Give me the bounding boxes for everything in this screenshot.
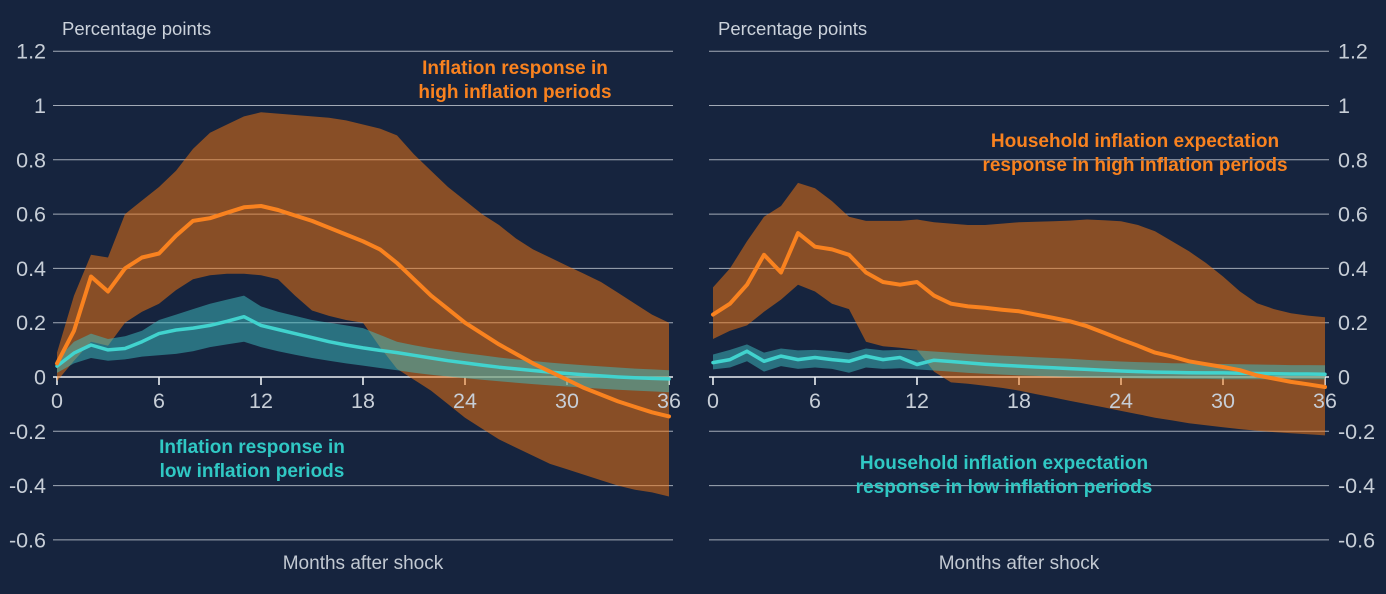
annotation-line: Household inflation expectation [859,453,1149,474]
left-low-inflation-annotation: Inflation response in low inflation peri… [102,436,402,483]
annotation-line: response in high inflation periods [982,154,1288,176]
right-chart-plot: 0 6 12 18 24 30 36 1.2 1 0.8 0.6 0.4 0.2 0 -0.2 -0.4 -0.… [707,40,1375,553]
x-tick-label: 30 [555,389,579,413]
low-inflation-response-line [711,349,1327,377]
y-tick-label: 0.2 [16,311,46,335]
x-tick-label: 18 [351,389,375,413]
annotation-line: Household inflation expectation [990,131,1280,152]
y-tick-label: 0.8 [16,148,46,172]
low-inflation-response-line [55,314,671,381]
x-tick-label: 6 [809,389,821,413]
x-tick-label: 24 [1109,389,1133,413]
right-low-inflation-annotation: Household inflation expectation response… [824,452,1184,499]
left-x-axis-label: Months after shock [282,553,444,574]
right-panel-title: Percentage points [718,18,868,39]
low-inflation-confidence-band [713,344,1325,380]
right-x-axis-label: Months after shock [938,553,1100,574]
x-tick-label: 12 [249,389,273,413]
y-tick-label: 0.4 [1338,257,1368,281]
y-tick-label: 0.6 [16,203,46,227]
left-high-inflation-annotation: Inflation response in high inflation per… [365,57,665,104]
y-tick-label: -0.6 [9,528,46,552]
y-tick-label: 0 [1338,366,1350,390]
y-tick-label: 1 [1338,94,1350,118]
y-tick-label: -0.6 [1338,528,1375,552]
x-tick-label: 0 [51,389,63,413]
y-tick-label: 0.8 [1338,148,1368,172]
annotation-line: Inflation response in [159,437,345,458]
x-tick-label: 30 [1211,389,1235,413]
y-tick-label: 1.2 [1338,40,1368,64]
y-tick-label: 0 [34,366,46,390]
x-tick-label: 24 [453,389,477,413]
y-tick-label: -0.2 [1338,420,1375,444]
y-tick-label: 1.2 [16,40,46,64]
x-tick-label: 12 [905,389,929,413]
y-tick-label: -0.4 [9,474,46,498]
x-tick-label: 18 [1007,389,1031,413]
y-tick-label: -0.4 [1338,474,1375,498]
x-tick-label: 36 [1313,389,1337,413]
y-tick-label: 1 [34,94,46,118]
x-tick-label: 36 [657,389,681,413]
annotation-line: response in low inflation periods [855,476,1153,498]
high-inflation-response-line [711,231,1327,389]
annotation-line: low inflation periods [159,460,345,482]
x-tick-label: 0 [707,389,719,413]
left-chart-plot: 0 6 12 18 24 30 361.210.80.60.40.20-0.2-0.4-0.… [9,40,681,553]
y-tick-label: -0.2 [9,420,46,444]
annotation-line: high inflation periods [418,81,612,103]
annotation-line: Inflation response in [422,58,608,79]
y-tick-label: 0.4 [16,257,46,281]
high-inflation-response-line [55,204,671,419]
y-tick-label: 0.2 [1338,311,1368,335]
right-high-inflation-annotation: Household inflation expectation response… [955,130,1315,177]
high-inflation-confidence-band [57,112,669,497]
left-panel-title: Percentage points [62,18,212,39]
y-tick-label: 0.6 [1338,203,1368,227]
x-tick-label: 6 [153,389,165,413]
